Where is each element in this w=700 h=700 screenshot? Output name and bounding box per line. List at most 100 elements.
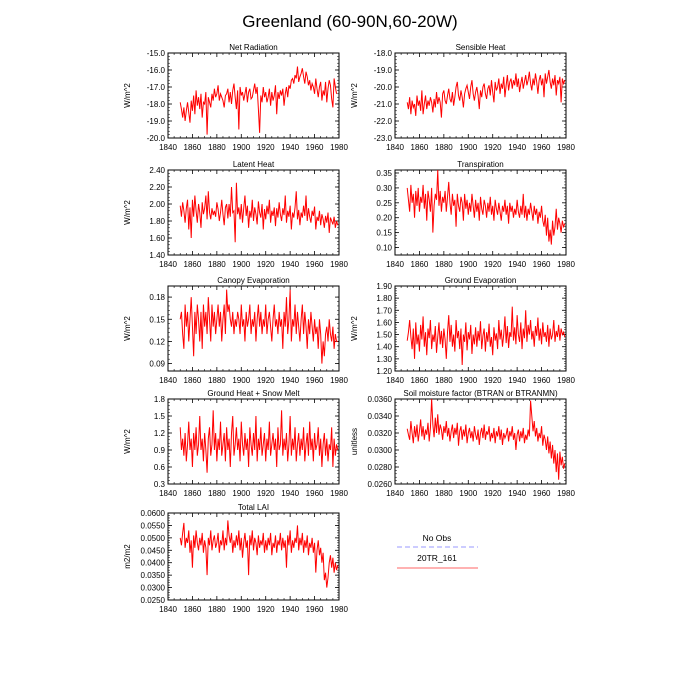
y-tick-label: 0.0300 xyxy=(368,446,393,455)
series-line-20tr-161 xyxy=(406,69,566,118)
y-tick-label: -20.0 xyxy=(147,134,166,143)
y-tick-label: 0.10 xyxy=(376,244,392,253)
y-tick-label: 0.20 xyxy=(376,214,392,223)
x-tick-label: 1940 xyxy=(508,143,526,152)
y-tick-label: -15.0 xyxy=(147,49,166,58)
x-tick-label: 1900 xyxy=(232,260,250,269)
panel-3: Transpiration 1840 1860 1880 1900 1920 1940 196… xyxy=(376,160,575,269)
y-tick-label: 0.6 xyxy=(154,463,166,472)
x-tick-label: 1940 xyxy=(508,260,526,269)
x-tick-label: 1940 xyxy=(281,376,299,385)
x-tick-label: 1940 xyxy=(281,605,299,614)
y-axis-label: W/m^2 xyxy=(123,429,132,454)
y-tick-label: 1.90 xyxy=(376,282,392,291)
x-tick-label: 1880 xyxy=(435,143,453,152)
y-tick-label: -18.0 xyxy=(374,49,393,58)
x-tick-label: 1860 xyxy=(184,605,202,614)
x-tick-label: 1980 xyxy=(557,376,575,385)
series-line-20tr-161 xyxy=(179,66,338,135)
x-tick-label: 1900 xyxy=(232,605,250,614)
y-axis-label: W/m^2 xyxy=(123,83,132,108)
panel-frame xyxy=(167,285,340,372)
y-axis-label: W/m^2 xyxy=(350,316,359,341)
figure-title: Greenland (60-90N,60-20W) xyxy=(242,12,457,31)
y-tick-label: 0.3 xyxy=(154,480,166,489)
y-tick-label: 0.0400 xyxy=(141,559,166,568)
x-tick-label: 1920 xyxy=(257,605,275,614)
y-tick-label: 0.0320 xyxy=(368,429,393,438)
x-tick-label: 1840 xyxy=(386,376,404,385)
y-axis-label: W/m^2 xyxy=(123,316,132,341)
x-tick-label: 1940 xyxy=(281,260,299,269)
x-tick-label: 1880 xyxy=(208,376,226,385)
panel-title: Soil moisture factor (BTRAN or BTRANMN) xyxy=(403,389,558,398)
y-tick-label: 2.40 xyxy=(149,166,165,175)
panel-frame xyxy=(167,512,340,601)
y-tick-label: 1.8 xyxy=(154,395,166,404)
y-tick-label: 0.35 xyxy=(376,169,392,178)
panel-title: Total LAI xyxy=(238,503,269,512)
x-tick-label: 1840 xyxy=(159,143,177,152)
panel-title: Sensible Heat xyxy=(456,43,507,52)
y-tick-label: 1.2 xyxy=(154,429,166,438)
y-tick-label: 1.40 xyxy=(376,343,392,352)
panel-title: Ground Evaporation xyxy=(445,276,517,285)
panel-frame xyxy=(394,398,567,485)
x-tick-label: 1880 xyxy=(208,260,226,269)
y-tick-label: 0.0250 xyxy=(141,596,166,605)
x-tick-label: 1900 xyxy=(459,376,477,385)
y-tick-label: 0.15 xyxy=(376,229,392,238)
x-tick-label: 1900 xyxy=(232,376,250,385)
y-tick-label: 0.0260 xyxy=(368,480,393,489)
x-tick-label: 1880 xyxy=(435,260,453,269)
x-tick-label: 1880 xyxy=(208,489,226,498)
x-tick-label: 1860 xyxy=(411,489,429,498)
y-tick-label: 0.9 xyxy=(154,446,166,455)
x-tick-label: 1960 xyxy=(306,376,324,385)
x-tick-label: 1960 xyxy=(533,376,551,385)
x-tick-label: 1900 xyxy=(232,489,250,498)
y-tick-label: 0.25 xyxy=(376,199,392,208)
x-tick-label: 1880 xyxy=(208,605,226,614)
x-tick-label: 1980 xyxy=(330,376,348,385)
y-tick-label: 0.0360 xyxy=(368,395,393,404)
x-tick-label: 1840 xyxy=(159,605,177,614)
x-tick-label: 1980 xyxy=(330,143,348,152)
y-tick-label: 0.0350 xyxy=(141,571,166,580)
series-line-20tr-161 xyxy=(179,182,339,243)
y-tick-label: 1.30 xyxy=(376,355,392,364)
x-tick-label: 1860 xyxy=(411,143,429,152)
y-tick-label: -17.0 xyxy=(147,83,166,92)
y-axis-label: W/m^2 xyxy=(123,200,132,225)
y-tick-label: -23.0 xyxy=(374,134,393,143)
series-line-20tr-161 xyxy=(406,306,566,365)
panel-6: Ground Heat + Snow Melt W/m^2 1840 1860 1880… xyxy=(123,389,348,498)
x-tick-label: 1900 xyxy=(232,143,250,152)
x-tick-label: 1880 xyxy=(435,376,453,385)
series-line-20tr-161 xyxy=(179,410,339,473)
y-tick-label: -20.0 xyxy=(374,83,393,92)
y-axis-label: W/m^2 xyxy=(350,83,359,108)
y-tick-label: 0.0600 xyxy=(141,509,166,518)
x-tick-label: 1980 xyxy=(330,260,348,269)
panel-0: Net Radiation W/m^2 1840 1860 1880 1900 1920 19… xyxy=(123,43,348,152)
x-tick-label: 1940 xyxy=(281,489,299,498)
x-tick-label: 1840 xyxy=(159,260,177,269)
y-tick-label: 0.18 xyxy=(149,293,165,302)
x-tick-label: 1900 xyxy=(459,143,477,152)
x-tick-label: 1960 xyxy=(533,143,551,152)
y-tick-label: 1.80 xyxy=(376,294,392,303)
y-tick-label: 2.20 xyxy=(149,183,165,192)
x-tick-label: 1980 xyxy=(557,143,575,152)
x-tick-label: 1860 xyxy=(184,489,202,498)
x-tick-label: 1980 xyxy=(330,489,348,498)
x-tick-label: 1860 xyxy=(184,376,202,385)
x-tick-label: 1840 xyxy=(386,143,404,152)
y-tick-label: 1.60 xyxy=(376,318,392,327)
x-tick-label: 1880 xyxy=(435,489,453,498)
panel-4: Canopy Evaporation W/m^2 1840 1860 1880 1900 1… xyxy=(123,276,348,385)
x-tick-label: 1920 xyxy=(257,376,275,385)
x-tick-label: 1900 xyxy=(459,260,477,269)
x-tick-label: 1980 xyxy=(557,260,575,269)
